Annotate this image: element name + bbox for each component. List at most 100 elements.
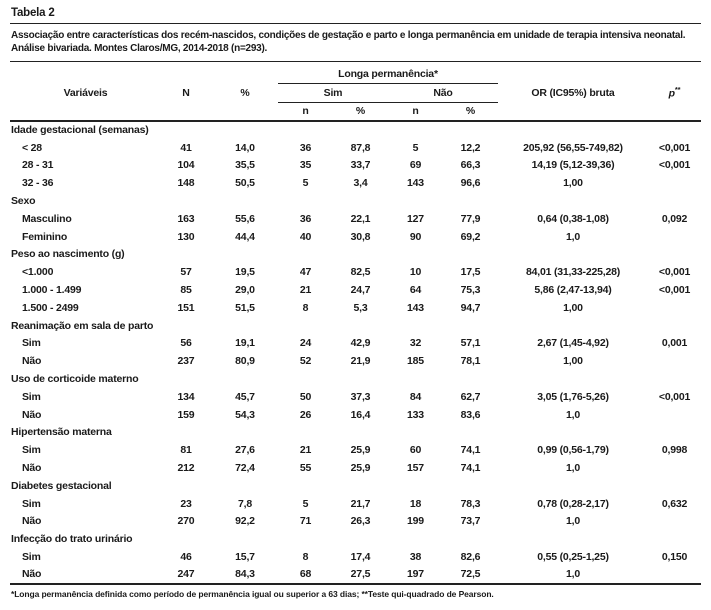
section-title: Sexo: [11, 195, 36, 208]
cell-nao_n: 133: [407, 408, 424, 421]
cell-p: [648, 228, 701, 246]
cell-n: 134: [177, 390, 195, 403]
cell-n: 237: [177, 355, 195, 368]
table-row: Sim 56 19,1 24 42,9 32 57,1 2,67 (1,45-4,92) 0,0…: [10, 335, 701, 353]
cell-nao_n: 143: [407, 301, 424, 314]
cell-nao_n: 60: [409, 444, 422, 457]
cell-or: 1,00: [563, 355, 583, 368]
cell-sim_pct: 30,8: [350, 230, 371, 243]
cell-nao_pct: 78,3: [460, 497, 481, 510]
cell-or: 1,0: [566, 462, 580, 475]
cell-sim_n: 5: [302, 497, 309, 510]
table-row: Sim 81 27,6 21 25,9 60 74,1 0,99 (0,56-1,79) 0,9…: [10, 441, 701, 459]
cell-nao_n: 10: [409, 266, 422, 279]
section-title: Peso ao nascimento (g): [11, 248, 125, 261]
section-title: Reanimação em sala de parto: [11, 319, 154, 332]
cell-p: 0,150: [661, 551, 688, 564]
cell-p: <0,001: [658, 284, 691, 297]
header-spacer: [498, 102, 648, 122]
cell-pct: 45,7: [235, 390, 255, 403]
table-row: 32 - 36 148 50,5 5 3,4 143 96,6 1,00: [10, 174, 701, 192]
cell-sim_pct: 22,1: [350, 212, 371, 225]
group-header-longa-permanencia: Longa permanência*: [278, 62, 498, 84]
row-label: Masculino: [22, 212, 72, 225]
header-spacer: [498, 62, 701, 83]
row-label: 1.500 - 2499: [22, 301, 79, 314]
cell-sim_pct: 25,9: [350, 462, 371, 475]
row-label: 28 - 31: [22, 159, 54, 172]
cell-nao_n: 5: [412, 141, 419, 154]
cell-or: 3,05 (1,76-5,26): [537, 390, 609, 403]
cell-sim_n: 50: [299, 390, 312, 403]
cell-n: 159: [177, 408, 195, 421]
cell-p: <0,001: [658, 266, 691, 279]
column-header-variaveis: Variáveis: [63, 86, 108, 99]
cell-sim_pct: 37,3: [350, 390, 371, 403]
cell-nao_pct: 96,6: [460, 177, 481, 190]
cell-pct: 84,3: [235, 568, 255, 581]
divider-top: [10, 23, 701, 24]
cell-sim_pct: 16,4: [350, 408, 371, 421]
table-row: 28 - 31 104 35,5 35 33,7 69 66,3 14,19 (5,12-39…: [10, 157, 701, 175]
cell-or: 2,67 (1,45-4,92): [537, 337, 609, 350]
section-row: Sexo: [10, 192, 701, 210]
cell-pct: 19,1: [235, 337, 255, 350]
row-label: 1.000 - 1.499: [22, 284, 82, 297]
cell-n: 23: [180, 497, 192, 510]
subcolumn-header-sim-pct: %: [333, 102, 388, 122]
column-header-nao: Não: [388, 83, 498, 103]
cell-sim_pct: 87,8: [350, 141, 371, 154]
row-label: Sim: [22, 551, 41, 564]
cell-sim_n: 21: [299, 444, 312, 457]
cell-p: [648, 299, 701, 317]
subcolumn-header-nao-n: n: [388, 102, 443, 122]
row-label: Não: [22, 355, 42, 368]
cell-sim_n: 8: [302, 551, 309, 564]
cell-p: [648, 513, 701, 531]
table-row: Não 247 84,3 68 27,5 197 72,5 1,0: [10, 566, 701, 584]
row-label: Sim: [22, 337, 41, 350]
cell-sim_pct: 21,9: [350, 355, 371, 368]
cell-or: 1,00: [563, 177, 583, 190]
cell-sim_pct: 33,7: [350, 159, 371, 172]
cell-or: 1,0: [566, 568, 580, 581]
cell-n: 130: [177, 230, 195, 243]
cell-or: 1,0: [566, 230, 580, 243]
header-spacer: [160, 102, 212, 122]
cell-n: 41: [180, 141, 192, 154]
cell-nao_n: 38: [409, 551, 422, 564]
cell-n: 56: [180, 337, 192, 350]
cell-or: 0,64 (0,38-1,08): [537, 212, 609, 225]
cell-pct: 35,5: [235, 159, 255, 172]
cell-nao_pct: 62,7: [460, 390, 481, 403]
cell-pct: 54,3: [235, 408, 255, 421]
cell-pct: 27,6: [235, 444, 255, 457]
section-title: Uso de corticoide materno: [11, 373, 139, 386]
cell-p: <0,001: [658, 141, 691, 154]
cell-n: 163: [177, 212, 195, 225]
cell-or: 84,01 (31,33-225,28): [525, 266, 621, 279]
header-row-group: Longa permanência*: [10, 62, 701, 84]
row-label: Sim: [22, 390, 41, 403]
section-row: Diabetes gestacional: [10, 477, 701, 495]
cell-nao_n: 199: [407, 515, 424, 528]
row-label: Não: [22, 515, 42, 528]
cell-nao_pct: 75,3: [460, 284, 481, 297]
cell-p: [648, 406, 701, 424]
table-row: < 28 41 14,0 36 87,8 5 12,2 205,92 (56,55-749,8…: [10, 139, 701, 157]
table-caption: Associação entre características dos rec…: [11, 30, 686, 54]
row-label: Sim: [22, 497, 41, 510]
row-label: Não: [22, 408, 42, 421]
header-spacer: [212, 102, 278, 122]
row-label: <1.000: [22, 266, 54, 279]
cell-sim_pct: 3,4: [353, 177, 368, 190]
section-row: Infecção do trato urinário: [10, 530, 701, 548]
table-body: Idade gestacional (semanas) < 28 41 14,0 36 8…: [10, 121, 701, 584]
header-spacer: [10, 62, 278, 83]
cell-pct: 29,0: [235, 284, 255, 297]
cell-p: [648, 459, 701, 477]
table-row: Masculino 163 55,6 36 22,1 127 77,9 0,64 (0,38-…: [10, 210, 701, 228]
cell-pct: 14,0: [235, 141, 255, 154]
section-row: Hipertensão materna: [10, 424, 701, 442]
